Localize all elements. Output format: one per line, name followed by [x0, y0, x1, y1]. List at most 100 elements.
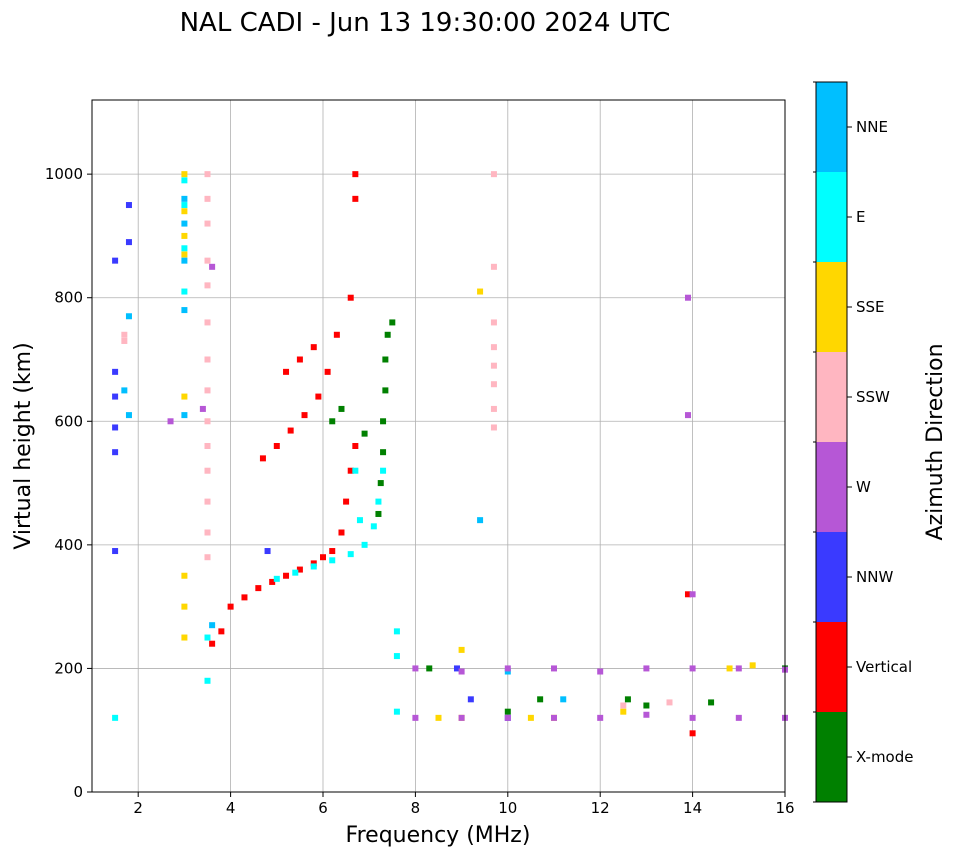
data-point-x-mode	[537, 696, 544, 703]
data-point-nnw	[125, 239, 132, 246]
data-point-w	[684, 412, 691, 419]
data-point-ssw	[490, 263, 497, 270]
data-point-e	[112, 714, 119, 721]
data-point-nne	[181, 257, 188, 264]
data-point-e	[370, 523, 377, 530]
data-point-vertical	[329, 548, 336, 555]
data-point-w	[412, 714, 419, 721]
data-point-x-mode	[375, 510, 382, 517]
data-point-sse	[181, 603, 188, 610]
data-point-nnw	[112, 449, 119, 456]
data-point-ssw	[204, 554, 211, 561]
data-point-vertical	[255, 585, 262, 592]
data-point-vertical	[283, 572, 290, 579]
data-point-x-mode	[382, 387, 389, 394]
data-point-vertical	[684, 591, 691, 598]
colorbar-tick-label: X-mode	[856, 748, 913, 766]
data-point-nnw	[467, 696, 474, 703]
data-point-ssw	[204, 356, 211, 363]
x-tick-label: 6	[318, 799, 328, 817]
x-axis-label: Frequency (MHz)	[346, 823, 531, 848]
plot-area	[92, 100, 785, 792]
x-tick-label: 2	[133, 799, 143, 817]
data-point-x-mode	[643, 702, 650, 709]
data-point-nne	[181, 195, 188, 202]
data-point-w	[551, 714, 557, 721]
data-point-x-mode	[389, 319, 396, 326]
data-point-sse	[620, 708, 627, 715]
data-point-ssw	[204, 257, 211, 264]
data-point-x-mode	[382, 356, 389, 363]
data-point-vertical	[315, 393, 322, 400]
data-point-ssw	[490, 171, 497, 178]
data-point-sse	[458, 646, 465, 653]
data-point-x-mode	[426, 665, 433, 672]
data-point-nnw	[112, 424, 119, 431]
y-tick-label: 0	[73, 783, 83, 801]
data-point-w	[412, 665, 419, 672]
colorbar-segment	[816, 712, 847, 802]
data-point-nne	[121, 387, 128, 394]
data-point-w	[551, 665, 557, 672]
data-point-vertical	[343, 498, 350, 505]
data-point-w	[689, 591, 696, 598]
colorbar-segment	[816, 172, 847, 262]
data-point-w	[209, 263, 216, 270]
data-point-w	[643, 711, 650, 718]
y-tick-label: 400	[54, 536, 83, 554]
axes: 2 4 6 8 10 12 14 16 0 200 400 600 800 1000	[45, 99, 795, 817]
data-point-ssw	[204, 529, 211, 536]
x-tick-label: 12	[591, 799, 610, 817]
x-tick-label: 16	[775, 799, 794, 817]
data-point-sse	[181, 634, 188, 641]
data-point-w	[458, 714, 465, 721]
data-point-w	[684, 294, 691, 301]
data-point-ssw	[490, 405, 497, 412]
data-point-ssw	[490, 424, 497, 431]
data-point-w	[504, 714, 511, 721]
x-tick-label: 10	[498, 799, 517, 817]
data-point-e	[204, 677, 211, 684]
data-point-vertical	[310, 560, 317, 567]
data-point-w	[735, 714, 742, 721]
data-point-nnw	[112, 548, 119, 555]
colorbar-segment	[816, 532, 847, 622]
data-point-w	[458, 668, 465, 675]
data-point-vertical	[218, 628, 225, 635]
data-point-vertical	[227, 603, 234, 610]
data-point-w	[689, 665, 696, 672]
data-point-ssw	[204, 443, 211, 449]
colorbar-segment	[816, 82, 847, 172]
data-point-ssw	[204, 220, 211, 227]
data-point-nnw	[125, 202, 132, 209]
data-points	[112, 171, 788, 737]
data-point-nnw	[112, 257, 119, 264]
data-point-ssw	[204, 195, 211, 202]
data-point-sse	[726, 665, 733, 672]
data-point-nnw	[112, 393, 119, 400]
data-point-sse	[435, 714, 442, 721]
data-point-e	[181, 177, 188, 184]
data-point-e	[380, 467, 387, 474]
data-point-x-mode	[708, 699, 715, 706]
data-point-nne	[125, 313, 132, 320]
data-point-e	[393, 653, 400, 660]
data-point-vertical	[352, 171, 359, 178]
data-point-sse	[181, 393, 188, 400]
data-point-vertical	[324, 368, 331, 375]
data-point-vertical	[283, 368, 290, 375]
colorbar-tick-label: E	[856, 208, 865, 226]
data-point-ssw	[490, 319, 497, 326]
data-point-e	[181, 202, 188, 209]
data-point-nnw	[453, 665, 460, 672]
data-point-e	[352, 467, 359, 474]
y-tick-label: 600	[54, 412, 83, 430]
data-point-w	[167, 418, 174, 425]
data-point-vertical	[347, 467, 354, 474]
data-point-vertical	[320, 554, 326, 561]
data-point-nne	[209, 622, 216, 629]
data-point-x-mode	[361, 430, 368, 437]
data-point-x-mode	[380, 418, 387, 425]
data-point-w	[689, 714, 696, 721]
